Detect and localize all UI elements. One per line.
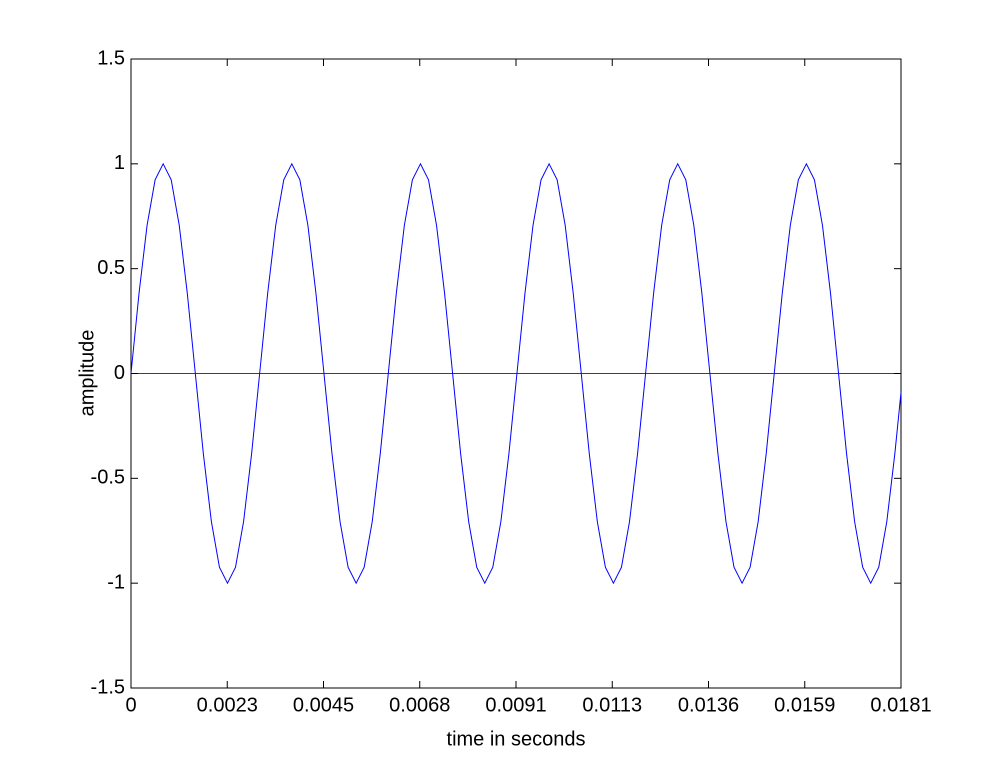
x-tick-label: 0.0023 — [197, 694, 258, 716]
x-tick-label: 0.0091 — [485, 694, 546, 716]
y-tick-label: -1 — [107, 571, 125, 593]
x-tick-label: 0 — [125, 694, 136, 716]
x-tick-label: 0.0113 — [582, 694, 642, 716]
y-tick-label: 1.5 — [97, 47, 125, 69]
y-axis-label: amplitude — [76, 330, 98, 417]
y-tick-label: 1 — [114, 152, 125, 174]
x-tick-label: 0.0181 — [870, 694, 931, 716]
y-tick-label: -1.5 — [91, 676, 125, 698]
data-line — [130, 162, 902, 585]
x-tick-label: 0.0136 — [678, 694, 739, 716]
y-tick-label: -0.5 — [91, 467, 125, 489]
y-tick-label: 0 — [114, 362, 125, 384]
x-axis-label: time in seconds — [447, 728, 586, 750]
x-tick-label: 0.0159 — [774, 694, 835, 716]
x-tick-label: 0.0045 — [293, 694, 354, 716]
y-tick-label: 0.5 — [97, 257, 125, 279]
x-tick-label: 0.0068 — [389, 694, 450, 716]
